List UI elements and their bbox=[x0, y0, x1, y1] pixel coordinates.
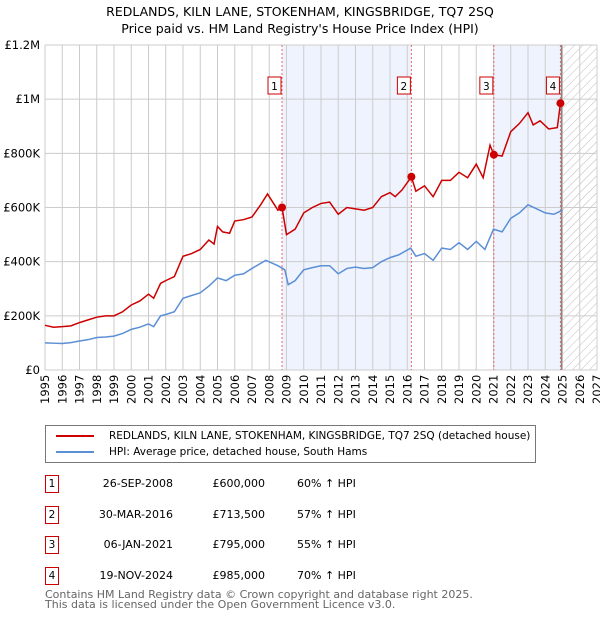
x-tick-label: 1995 bbox=[38, 375, 52, 404]
sale-point-4 bbox=[556, 99, 565, 108]
sale-price: £713,500 bbox=[212, 507, 266, 521]
y-tick-label: £0 bbox=[25, 363, 40, 377]
x-tick-label: 2012 bbox=[331, 375, 345, 404]
x-tick-label: 1996 bbox=[55, 375, 69, 404]
y-tick-label: £600K bbox=[3, 201, 40, 215]
sale-label-2: 2 bbox=[401, 81, 408, 93]
x-tick-label: 2007 bbox=[245, 375, 259, 404]
x-tick-label: 2024 bbox=[538, 375, 552, 404]
x-tick-label: 2001 bbox=[142, 375, 156, 404]
series-line-property bbox=[44, 103, 562, 328]
y-tick-label: £1M bbox=[15, 92, 40, 106]
legend-label-hpi: HPI: Average price, detached house, Sout… bbox=[109, 446, 368, 458]
x-tick-label: 2015 bbox=[383, 375, 397, 404]
x-tick-label: 2016 bbox=[400, 375, 414, 404]
x-tick-label: 2006 bbox=[228, 375, 242, 404]
series-line-hpi bbox=[44, 203, 563, 345]
sale-label-box-1 bbox=[267, 76, 282, 95]
sale-number: 4 bbox=[45, 566, 59, 585]
x-tick-label: 2002 bbox=[159, 375, 173, 404]
y-tick-label: £800K bbox=[3, 146, 40, 160]
x-tick-label: 2017 bbox=[418, 375, 432, 404]
x-tick-label: 2010 bbox=[297, 375, 311, 404]
y-tick-label: £400K bbox=[3, 255, 40, 269]
sale-label-box-2 bbox=[396, 76, 411, 95]
sale-row: 4 19-NOV-2024 £985,000 70% ↑ HPI bbox=[45, 566, 445, 587]
y-tick-label: £200K bbox=[3, 309, 40, 323]
x-tick-label: 1997 bbox=[73, 375, 87, 404]
x-tick-label: 2013 bbox=[349, 375, 363, 404]
chart-subtitle: Price paid vs. HM Land Registry's House … bbox=[121, 21, 479, 36]
x-tick-label: 2011 bbox=[314, 375, 328, 404]
x-tick-label: 2027 bbox=[590, 375, 600, 404]
x-tick-label: 2000 bbox=[124, 375, 138, 404]
chart-title: REDLANDS, KILN LANE, STOKENHAM, KINGSBRI… bbox=[106, 4, 494, 19]
sale-hpi-delta: 55% ↑ HPI bbox=[297, 538, 356, 551]
sale-date: 06-JAN-2021 bbox=[103, 538, 173, 551]
x-tick-label: 1999 bbox=[107, 375, 121, 404]
sale-row: 2 30-MAR-2016 £713,500 57% ↑ HPI bbox=[45, 505, 445, 526]
x-tick-label: 2019 bbox=[452, 375, 466, 404]
sale-number: 3 bbox=[45, 536, 59, 554]
x-tick-label: 2004 bbox=[193, 375, 207, 404]
sale-label-box-3 bbox=[479, 76, 494, 95]
y-tick-label: £1.2M bbox=[4, 38, 40, 52]
sale-point-2 bbox=[407, 172, 416, 181]
sale-point-1 bbox=[278, 203, 287, 212]
sale-hpi-delta: 60% ↑ HPI bbox=[297, 477, 356, 490]
legend-label-property: REDLANDS, KILN LANE, STOKENHAM, KINGSBRI… bbox=[109, 430, 531, 442]
x-tick-label: 2026 bbox=[573, 375, 587, 404]
x-tick-label: 2003 bbox=[176, 375, 190, 404]
x-tick-label: 1998 bbox=[90, 375, 104, 404]
sale-hpi-delta: 70% ↑ HPI bbox=[297, 568, 356, 582]
price-chart: 1995 1996 1997 1998 1999 2000 2001 2002 2003 2004… bbox=[3, 38, 600, 404]
x-tick-label: 2020 bbox=[469, 375, 483, 404]
x-tick-label: 2008 bbox=[262, 375, 276, 404]
sale-number: 1 bbox=[45, 475, 59, 493]
x-tick-label: 2009 bbox=[280, 375, 294, 404]
sale-date: 19-NOV-2024 bbox=[99, 568, 173, 582]
x-tick-label: 2023 bbox=[521, 375, 535, 404]
sale-price: £795,000 bbox=[212, 538, 266, 551]
legend-swatch-hpi bbox=[56, 451, 94, 453]
sale-label-3: 3 bbox=[483, 81, 490, 93]
x-tick-label: 2005 bbox=[211, 375, 225, 404]
sale-row: 3 06-JAN-2021 £795,000 55% ↑ HPI bbox=[45, 536, 445, 556]
sale-label-box-4 bbox=[545, 76, 560, 95]
sale-date: 26-SEP-2008 bbox=[102, 477, 173, 490]
footer-licence: This data is licensed under the Open Gov… bbox=[45, 598, 396, 611]
sale-date: 30-MAR-2016 bbox=[98, 507, 173, 521]
sale-price: £985,000 bbox=[212, 568, 266, 582]
sale-label-1: 1 bbox=[271, 81, 278, 93]
sale-label-4: 4 bbox=[550, 81, 557, 93]
legend-swatch-property bbox=[56, 435, 94, 437]
sale-row: 1 26-SEP-2008 £600,000 60% ↑ HPI bbox=[45, 475, 445, 495]
footer-copyright: Contains HM Land Registry data © Crown c… bbox=[45, 588, 473, 601]
x-tick-label: 2014 bbox=[366, 375, 380, 404]
x-tick-label: 2018 bbox=[435, 375, 449, 404]
sale-number: 2 bbox=[45, 505, 59, 524]
sale-price: £600,000 bbox=[212, 477, 266, 490]
sale-point-3 bbox=[489, 150, 498, 159]
x-tick-label: 2025 bbox=[556, 375, 570, 404]
x-tick-label: 2021 bbox=[487, 375, 501, 404]
x-tick-label: 2022 bbox=[504, 375, 518, 404]
legend: REDLANDS, KILN LANE, STOKENHAM, KINGSBRI… bbox=[45, 425, 536, 463]
sale-hpi-delta: 57% ↑ HPI bbox=[297, 507, 356, 521]
